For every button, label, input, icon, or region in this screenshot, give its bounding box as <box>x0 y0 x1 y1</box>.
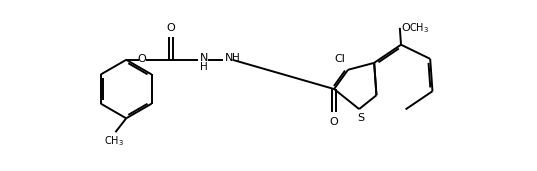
Text: H: H <box>200 62 208 72</box>
Text: O: O <box>330 117 338 127</box>
Text: CH$_3$: CH$_3$ <box>409 21 429 35</box>
Text: N: N <box>225 53 233 63</box>
Text: CH$_3$: CH$_3$ <box>104 134 124 148</box>
Text: N: N <box>200 53 208 63</box>
Text: O: O <box>401 23 410 33</box>
Text: Cl: Cl <box>334 54 345 64</box>
Text: S: S <box>357 113 364 123</box>
Text: H: H <box>233 53 240 63</box>
Text: O: O <box>166 23 175 33</box>
Text: O: O <box>137 54 146 64</box>
